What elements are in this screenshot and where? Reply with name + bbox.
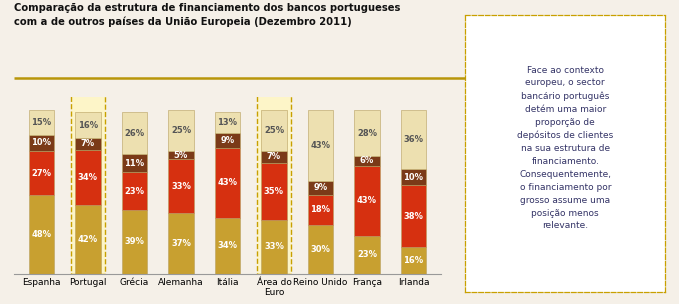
FancyBboxPatch shape (257, 94, 291, 274)
Text: Comparação da estrutura de financiamento dos bancos portugueses
com a de outros : Comparação da estrutura de financiamento… (14, 3, 400, 27)
Text: 36%: 36% (403, 135, 424, 144)
Text: 16%: 16% (78, 120, 98, 130)
Text: 48%: 48% (31, 230, 52, 239)
Bar (75, 112, 100, 138)
Text: 43%: 43% (217, 178, 238, 188)
Text: 34%: 34% (78, 173, 98, 182)
Bar (308, 225, 333, 274)
Text: 30%: 30% (310, 245, 331, 254)
Bar (261, 220, 287, 274)
Text: 37%: 37% (171, 239, 191, 248)
Bar (168, 213, 194, 274)
Text: 33%: 33% (264, 242, 284, 251)
Text: 25%: 25% (171, 126, 191, 135)
Bar (168, 159, 194, 213)
Bar (168, 151, 194, 159)
Text: 9%: 9% (314, 183, 327, 192)
Bar (29, 135, 54, 151)
Bar (261, 163, 287, 220)
Text: 9%: 9% (221, 136, 234, 145)
Text: 6%: 6% (360, 157, 374, 165)
Text: 25%: 25% (264, 126, 284, 135)
Text: Face ao contexto
europeu, o sector
bancário português
detém uma maior
proporção : Face ao contexto europeu, o sector bancá… (517, 66, 613, 230)
Text: 43%: 43% (310, 141, 331, 150)
Bar (215, 218, 240, 274)
Bar (215, 148, 240, 218)
Bar (75, 138, 100, 150)
Bar (168, 110, 194, 151)
Text: 34%: 34% (217, 241, 238, 250)
FancyBboxPatch shape (71, 94, 105, 274)
Text: 39%: 39% (124, 237, 145, 246)
Text: 13%: 13% (217, 118, 238, 127)
Text: 27%: 27% (31, 169, 52, 178)
Bar (401, 247, 426, 274)
Bar (308, 195, 333, 225)
Bar (29, 151, 54, 195)
Text: 11%: 11% (124, 159, 145, 168)
Bar (75, 150, 100, 205)
Text: 26%: 26% (124, 129, 145, 138)
Bar (122, 172, 147, 210)
Bar (122, 210, 147, 274)
Text: 5%: 5% (174, 151, 188, 160)
Bar (354, 166, 380, 236)
Text: 38%: 38% (403, 212, 424, 221)
Bar (261, 151, 287, 163)
Text: 7%: 7% (81, 139, 95, 148)
Bar (29, 110, 54, 135)
Bar (308, 110, 333, 181)
Bar (401, 185, 426, 247)
Text: 23%: 23% (357, 250, 377, 259)
Text: 23%: 23% (124, 187, 145, 196)
Text: 7%: 7% (267, 152, 281, 161)
Text: 35%: 35% (264, 187, 284, 196)
Bar (122, 112, 147, 154)
Text: 33%: 33% (171, 182, 191, 191)
Text: 10%: 10% (403, 173, 424, 182)
Bar (29, 195, 54, 274)
Text: 16%: 16% (403, 256, 424, 265)
Bar (354, 156, 380, 166)
Bar (401, 169, 426, 185)
Bar (261, 110, 287, 151)
Text: 42%: 42% (78, 235, 98, 244)
Text: 18%: 18% (310, 206, 331, 214)
Text: 28%: 28% (357, 129, 377, 138)
Bar (401, 110, 426, 169)
Bar (122, 154, 147, 172)
Bar (354, 236, 380, 274)
Bar (75, 205, 100, 274)
Text: 15%: 15% (31, 118, 52, 127)
Text: 43%: 43% (357, 196, 377, 206)
Bar (215, 112, 240, 133)
Bar (308, 181, 333, 195)
Text: 10%: 10% (31, 139, 52, 147)
Bar (354, 110, 380, 156)
Bar (215, 133, 240, 148)
